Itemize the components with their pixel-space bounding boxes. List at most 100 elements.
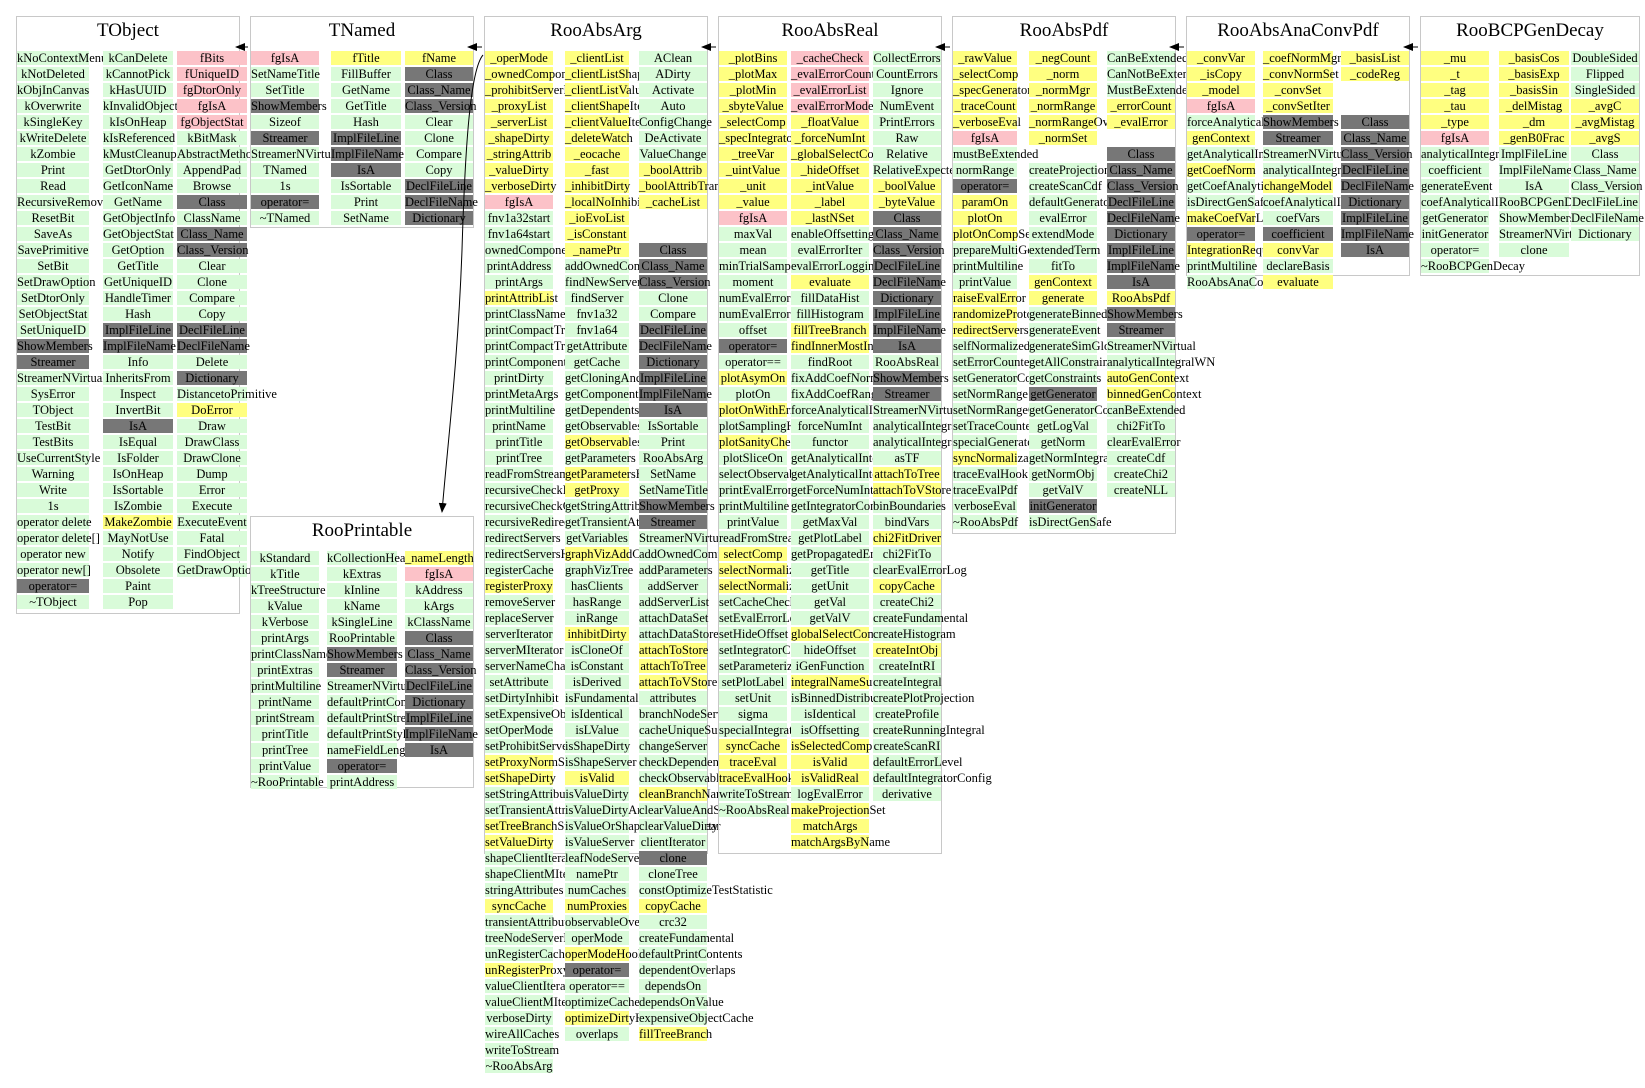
class-box-rooabsreal[interactable]: RooAbsReal _plotBins _plotMax _plotMin _sbyt… (718, 16, 992, 854)
member-createfundamental: createFundamental (873, 611, 969, 625)
member-drawclass: DrawClass (177, 435, 247, 449)
member-ploton: plotOn (719, 387, 787, 401)
member-isshapeserver: isShapeServer (565, 755, 637, 769)
member-copycache: copyCache (639, 899, 707, 913)
member-dependson: dependsOn (639, 979, 707, 993)
member-abstractmethod: AbstractMethod (177, 147, 259, 161)
member-printcompacttree: printCompactTree (485, 323, 577, 337)
member-print: Print (639, 435, 707, 449)
member-gettransientattribute: getTransientAttribute (565, 515, 673, 529)
class-box-rooprintable[interactable]: RooPrintable kStandard kTitle kTreeStructur… (250, 516, 478, 789)
member-streamernvirtual: StreamerNVirtual (251, 147, 340, 161)
member-dictionary: Dictionary (873, 291, 941, 305)
class-box-tobject[interactable]: TObject kNoContextMenu kNotDeleted kObjInCa… (16, 16, 277, 614)
member-printattriblist: printAttribList (485, 291, 558, 305)
member-floatvalue: _floatValue (791, 115, 869, 129)
member-operator-new: operator new (17, 547, 89, 561)
member-getconstraints: getConstraints (1029, 371, 1102, 385)
member-isequal: IsEqual (103, 435, 173, 449)
member-distancetoprimitive: DistancetoPrimitive (177, 387, 277, 401)
member-forceanalyticalint: forceAnalyticalInt (791, 403, 883, 417)
member-coefficient: coefficient (1421, 163, 1489, 177)
member-traceevalhook: traceEvalHook (953, 467, 1028, 481)
member-compare: Compare (639, 307, 707, 321)
member-treenodeserverlist: treeNodeServerList (485, 931, 583, 945)
member-printname: printName (485, 419, 553, 433)
member-bindvars: bindVars (873, 515, 941, 529)
member-cannotbeextended: CanNotBeExtended (1107, 67, 1207, 81)
member-attachtostore: attachToStore (639, 643, 709, 657)
member-saveas: SaveAs (17, 227, 89, 241)
member-convsetiter: _convSetIter (1263, 99, 1333, 113)
member-getobservables: getObservables (565, 419, 643, 433)
member-transientattributes: transientAttributes (485, 915, 579, 929)
member-class-name: Class_Name (1107, 163, 1175, 177)
member-kobjincanvas: kObjInCanvas (17, 83, 90, 97)
member-compare: Compare (177, 291, 247, 305)
member-optimizecachemode: optimizeCacheMode (565, 995, 670, 1009)
member-resetbit: ResetBit (17, 211, 89, 225)
member-printdirty: printDirty (485, 371, 553, 385)
member-declfileline: DeclFileLine (1341, 163, 1409, 177)
class-box-rooabsanaconvpdf[interactable]: RooAbsAnaConvPdf _convVar _isCopy _model fgI… (1186, 16, 1414, 289)
member-deactivate: DeActivate (639, 131, 707, 145)
class-box-rooabsarg[interactable]: RooAbsArg _operMode _ownedComponents _prohi… (484, 16, 773, 1073)
member-filltreebranch: fillTreeBranch (791, 323, 869, 337)
member-getlogval: getLogVal (1029, 419, 1097, 433)
member-fgdtoronly: fgDtorOnly (177, 83, 247, 97)
member-kwritedelete: kWriteDelete (17, 131, 89, 145)
member-attachtovstore: attachToVStore (873, 483, 952, 497)
member-verbosedirty: verboseDirty (485, 1011, 553, 1025)
member-selectcomp: selectComp (719, 547, 787, 561)
member-plotsliceon: plotSliceOn (719, 451, 787, 465)
member-inhibitdirty: inhibitDirty (565, 627, 629, 641)
member-operator-new: operator new[] (17, 563, 91, 577)
member-issortable: IsSortable (103, 483, 173, 497)
member-dictionary: Dictionary (639, 355, 707, 369)
member-constoptimizeteststatistic: constOptimizeTestStatistic (639, 883, 773, 897)
member-streamernvirtual: StreamerNVirtual (639, 531, 728, 545)
member-syserror: SysError (17, 387, 89, 401)
member-hideoffset: _hideOffset (791, 163, 869, 177)
member-printaddress: printAddress (485, 259, 553, 273)
member-defaultgeneratorconfig: defaultGeneratorConfig (1029, 195, 1149, 209)
member-fgisa: fgIsA (251, 51, 319, 65)
member-kaddress: kAddress (405, 583, 473, 597)
member-attachtotree: attachToTree (639, 659, 707, 673)
member-deletewatch: _deleteWatch (565, 131, 633, 145)
member-class: Class (1107, 147, 1175, 161)
member-setplotlabel: setPlotLabel (719, 675, 787, 689)
class-box-rooabspdf[interactable]: RooAbsPdf _rawValue _selectComp _specGenera… (952, 16, 1215, 534)
member-copy: Copy (405, 163, 473, 177)
member-createfundamental: createFundamental (639, 931, 735, 945)
member-printvalue: printValue (953, 275, 1017, 289)
member-coefanalyticalintegral: coefAnalyticalIntegral (1263, 195, 1376, 209)
member-cachelist: _cacheList (639, 195, 707, 209)
member-delmistag: _delMistag (1499, 99, 1569, 113)
member-plotmax: _plotMax (719, 67, 787, 81)
member-isa: IsA (1341, 243, 1409, 257)
member-implfilename: ImplFileName (1107, 259, 1180, 273)
member-singlesided: SingleSided (1571, 83, 1639, 97)
member-fname: fName (405, 51, 473, 65)
class-box-tnamed[interactable]: TNamed fgIsA SetNameTitle SetTitle ShowMembe… (250, 16, 478, 228)
member-hash: Hash (103, 307, 173, 321)
member-showmembers: ShowMembers (639, 499, 715, 513)
member-aclean: AClean (639, 51, 707, 65)
member-getparametershook: getParametersHook (565, 467, 664, 481)
member-forcenumint: forceNumInt (791, 419, 869, 433)
member-binboundaries: binBoundaries (873, 499, 946, 513)
member-setunit: setUnit (719, 691, 787, 705)
member-class: Class (873, 211, 941, 225)
member-removeserver: removeServer (485, 595, 556, 609)
member-basislist: _basisList (1341, 51, 1409, 65)
member-operator: operator= (719, 339, 787, 353)
member-model: _model (1187, 83, 1255, 97)
member-fgisa: fgIsA (953, 131, 1017, 145)
class-box-roobcpgendecay[interactable]: RooBCPGenDecay _mu _t _tag _tau _type fgIsA ana… (1420, 16, 1644, 276)
member-enableoffsetting: enableOffsetting (791, 227, 875, 241)
member-print: Print (331, 195, 401, 209)
member-evalerror: evalError (1029, 211, 1097, 225)
member-printmultiline: printMultiline (719, 499, 790, 513)
member-clientshapeiter: _clientShapeIter (565, 99, 647, 113)
